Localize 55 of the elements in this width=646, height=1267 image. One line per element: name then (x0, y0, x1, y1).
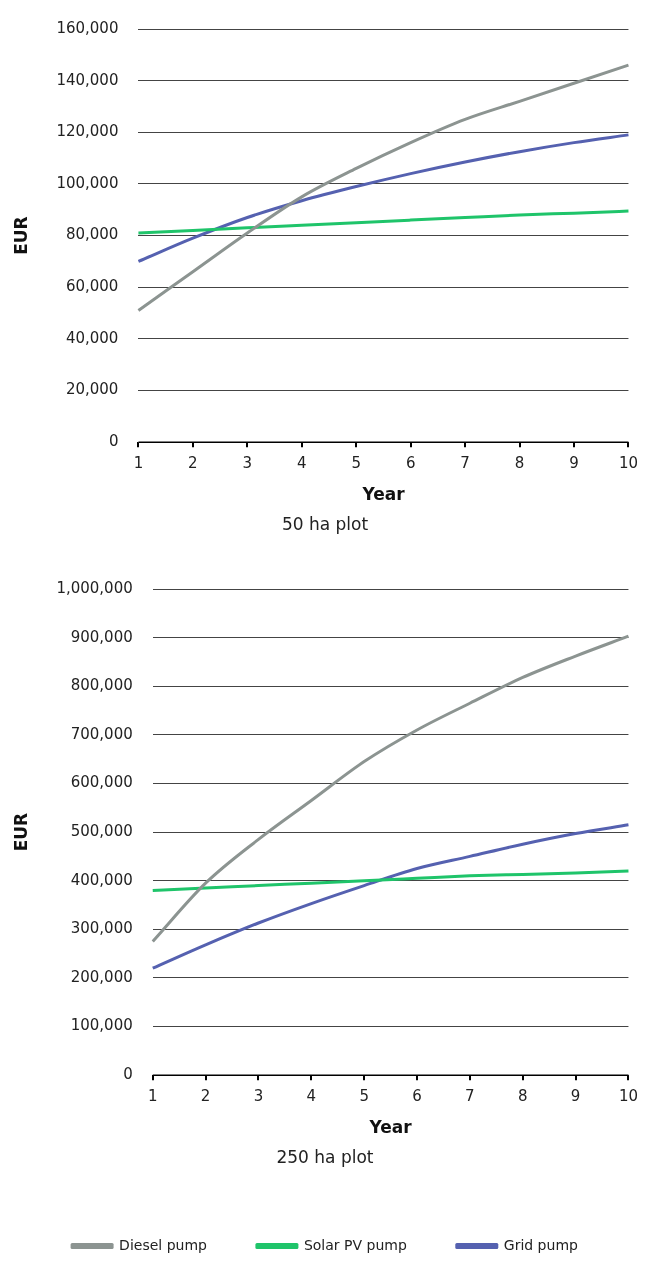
y-tick-label: 300,000 (70, 919, 133, 938)
x-tick-label: 10 (618, 1087, 638, 1106)
y-tick-label: 700,000 (70, 724, 133, 743)
x-tick-label: 5 (351, 454, 361, 473)
line-series (151, 823, 630, 970)
text: 50 ha plot (281, 514, 369, 535)
y-tick-label: 0 (123, 1065, 133, 1084)
y-tick-label: 800,000 (70, 676, 133, 695)
x-tick-label: 5 (359, 1087, 369, 1106)
x-tick-label: 9 (569, 454, 579, 473)
x-tick-label: 2 (200, 1087, 211, 1106)
y-tick-label: 60,000 (65, 277, 119, 296)
x-tick-label: 3 (242, 454, 253, 473)
legend-label: Diesel pump (119, 1236, 208, 1253)
x-axis-title: Year (368, 1116, 413, 1137)
x-tick-label: 3 (253, 1087, 264, 1106)
y-tick-label: 500,000 (70, 821, 133, 840)
y-tick-label: 140,000 (56, 70, 119, 89)
y-axis-title: EUR (10, 216, 31, 255)
y-axis-title: EUR (10, 812, 31, 852)
x-tick-label: 4 (297, 454, 307, 473)
y-tick-label: 120,000 (56, 122, 119, 141)
y-tick-label: 200,000 (70, 967, 133, 986)
y-tick-label: 900,000 (70, 627, 133, 646)
line-series (151, 634, 630, 943)
y-tick-label: 40,000 (65, 328, 119, 347)
y-tick-label: 1,000,000 (56, 578, 133, 597)
x-tick-label: 9 (570, 1087, 581, 1106)
line-series (151, 869, 630, 892)
line-series (136, 133, 630, 263)
x-tick-label: 8 (517, 1087, 528, 1106)
line-series (136, 63, 630, 312)
x-tick-label: 4 (306, 1087, 317, 1106)
line-series (136, 209, 630, 235)
x-axis-title: Year (361, 483, 406, 504)
x-tick-label: 7 (460, 454, 470, 473)
y-tick-label: 100,000 (56, 173, 119, 192)
x-tick-label: 1 (133, 454, 144, 473)
x-tick-label: 7 (465, 1087, 475, 1106)
x-tick-label: 6 (405, 454, 416, 473)
x-tick-label: 10 (618, 454, 638, 473)
y-tick-label: 20,000 (65, 380, 119, 399)
y-tick-label: 160,000 (56, 18, 119, 37)
x-tick-label: 2 (188, 454, 198, 473)
y-tick-label: 600,000 (70, 773, 133, 792)
legend-label: Solar PV pump (303, 1236, 407, 1253)
y-tick-label: 400,000 (70, 870, 133, 889)
x-tick-label: 8 (514, 454, 525, 473)
y-tick-label: 80,000 (65, 225, 119, 244)
y-tick-label: 0 (108, 432, 119, 451)
x-tick-label: 6 (412, 1087, 422, 1106)
legend-label: Grid pump (503, 1236, 579, 1253)
y-tick-label: 100,000 (70, 1016, 133, 1035)
x-tick-label: 1 (147, 1087, 158, 1106)
text: 250 ha plot (276, 1147, 374, 1168)
